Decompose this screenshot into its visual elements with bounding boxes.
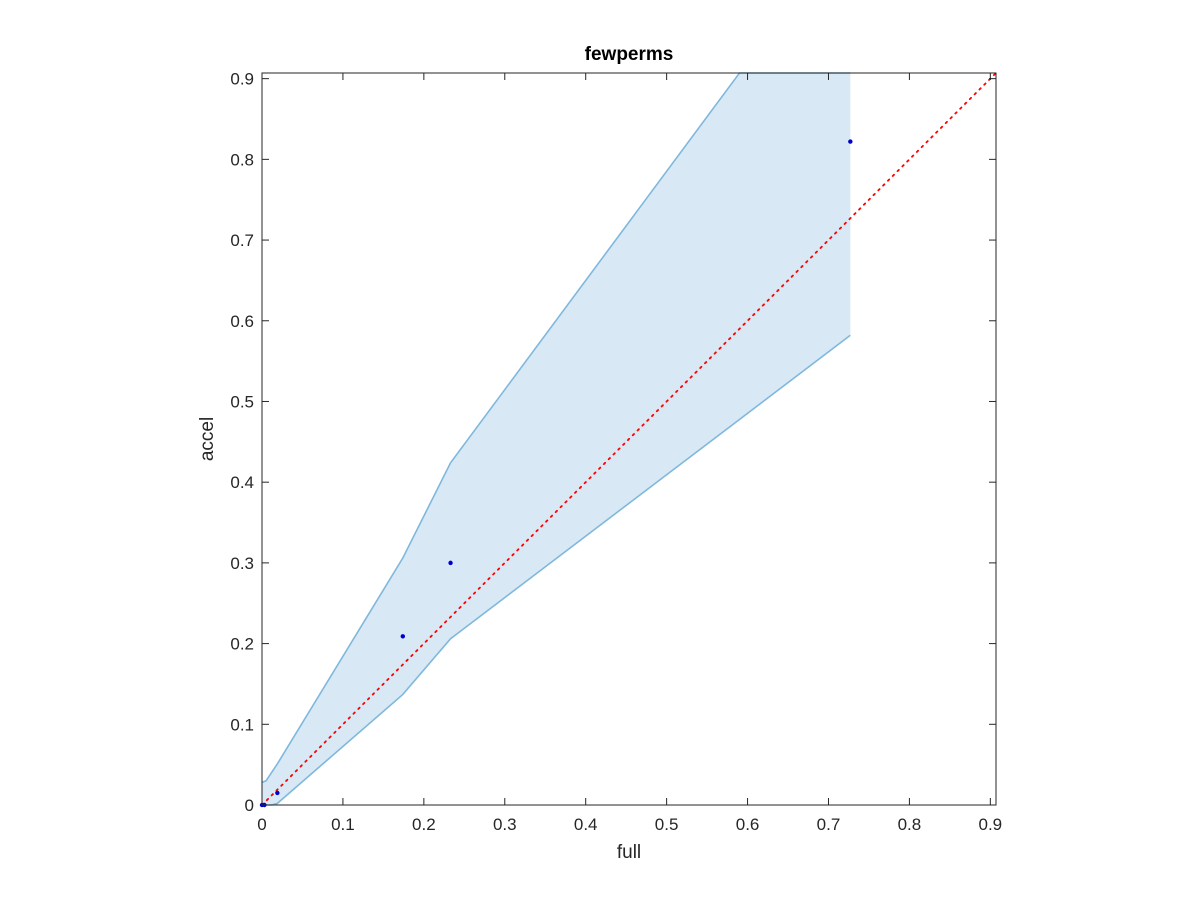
data-point <box>848 139 853 144</box>
reference-diagonal <box>261 72 997 806</box>
data-point <box>400 634 406 639</box>
axis-ticks <box>261 73 996 806</box>
data-point <box>275 790 280 796</box>
y-tick-label: 0.7 <box>230 231 254 250</box>
plot-frame <box>261 72 997 806</box>
data-points <box>259 139 853 808</box>
x-tick-label: 0.3 <box>493 815 517 834</box>
y-tick-label: 0.2 <box>230 635 254 654</box>
y-tick-label: 0.6 <box>230 312 254 331</box>
y-tick-label: 0.8 <box>230 150 254 169</box>
y-tick-label: 0.3 <box>230 554 254 573</box>
y-tick-labels: 0 0.1 0.2 0.3 0.4 0.5 0.6 0.7 0.8 0.9 <box>230 70 254 815</box>
x-axis-label: full <box>617 842 641 863</box>
y-tick-label: 0.5 <box>230 392 254 411</box>
x-tick-label: 0.1 <box>331 815 355 834</box>
chart-title: fewperms <box>585 44 674 65</box>
y-tick-label: 0.9 <box>230 70 254 89</box>
x-tick-label: 0.4 <box>574 815 598 834</box>
x-tick-label: 0.9 <box>979 815 1003 834</box>
reference-line <box>261 72 997 806</box>
y-tick-label: 0.1 <box>230 715 254 734</box>
x-tick-label: 0.7 <box>817 815 841 834</box>
band-fill <box>262 73 851 805</box>
x-tick-label: 0.6 <box>736 815 760 834</box>
y-axis-label: accel <box>197 417 218 461</box>
x-tick-label: 0.2 <box>412 815 436 834</box>
x-tick-label: 0.5 <box>655 815 679 834</box>
x-tick-labels: 0 0.1 0.2 0.3 0.4 0.5 0.6 0.7 0.8 0.9 <box>257 815 1002 834</box>
data-point <box>448 560 453 566</box>
x-tick-label: 0 <box>257 815 266 834</box>
x-tick-label: 0.8 <box>898 815 922 834</box>
y-tick-label: 0 <box>245 796 254 815</box>
y-tick-label: 0.4 <box>230 473 254 492</box>
